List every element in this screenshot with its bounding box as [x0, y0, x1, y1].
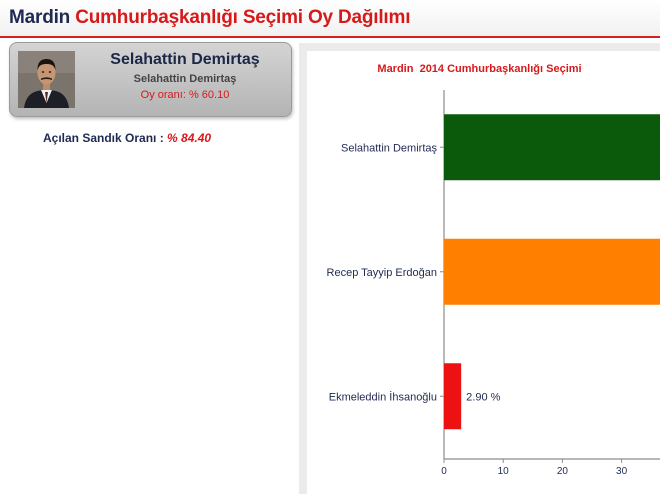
x-tick-label-0: 0: [441, 466, 447, 477]
bar-1: [444, 114, 660, 181]
x-tick-label-20: 20: [557, 466, 569, 477]
turnout-value: % 84.40: [167, 131, 212, 145]
portrait-icon: [18, 51, 75, 108]
x-tick-label-30: 30: [616, 466, 628, 477]
page-title: Mardin Cumhurbaşkanlığı Seçimi Oy Dağılı…: [9, 7, 410, 29]
turnout-label: Açılan Sandık Oranı :: [43, 131, 168, 145]
bar-3: [444, 363, 462, 430]
header-title-text: Cumhurbaşkanlığı Seçimi Oy Dağılımı: [75, 7, 411, 28]
candidate-subtitle: Selahattin Demirtaş: [133, 73, 237, 85]
category-label-1: Selahattin Demirtaş: [341, 142, 437, 154]
candidate-name: Selahattin Demirtaş: [110, 51, 260, 68]
x-tick-label-10: 10: [498, 466, 510, 477]
page-header: Mardin Cumhurbaşkanlığı Seçimi Oy Dağılı…: [0, 0, 660, 38]
header-city: Mardin: [9, 7, 71, 28]
candidate-vote-rate: Oy oranı: % 60.10: [140, 89, 230, 101]
leading-candidate-card: Selahattin Demirtaş Selahattin Demirtaş …: [9, 42, 292, 117]
chart-title: Mardin 2014 Cumhurbaşkanlığı Seçimi: [377, 63, 582, 75]
candidate-photo: [18, 51, 75, 108]
bar-2: [444, 238, 660, 305]
category-label-3: Ekmeleddin İhsanoğlu: [329, 390, 437, 403]
data-label-3: 2.90 %: [466, 391, 500, 403]
ballot-box-opened-rate: Açılan Sandık Oranı : % 84.40: [43, 131, 211, 145]
category-label-2: Recep Tayyip Erdoğan: [327, 267, 437, 279]
